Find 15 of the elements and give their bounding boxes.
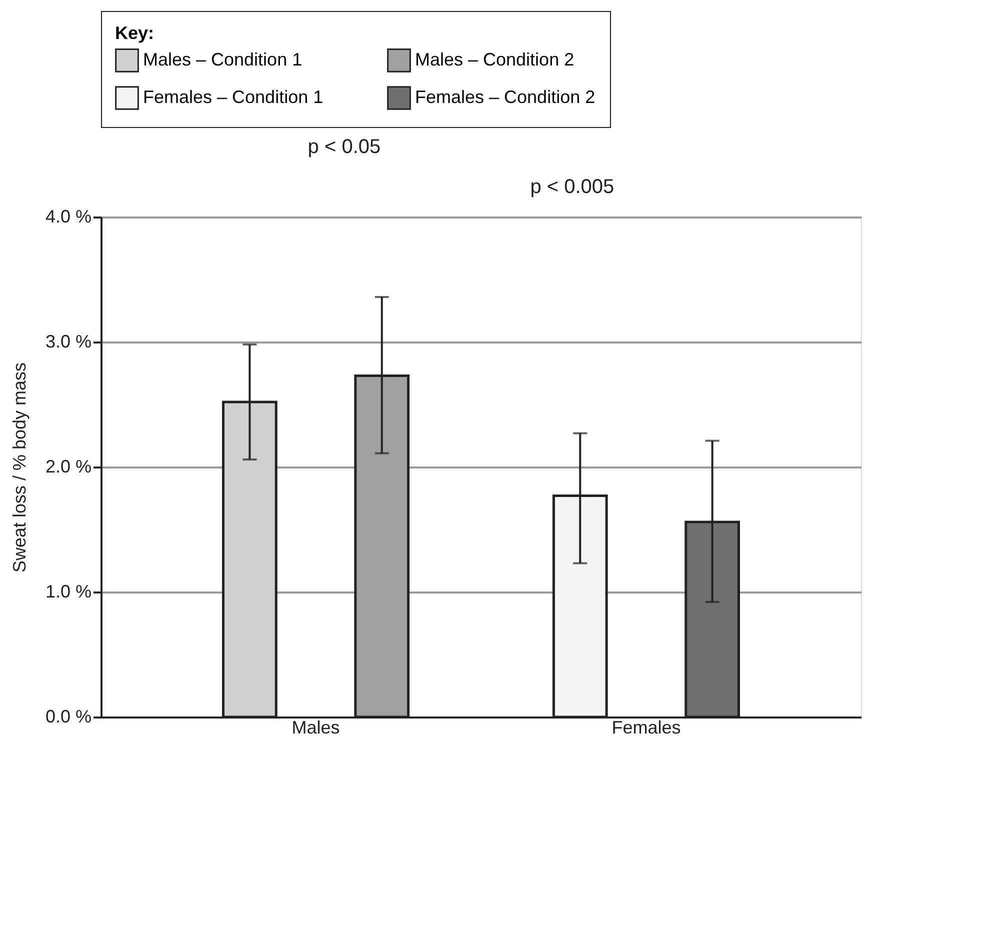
legend-label: Males – Condition 2 — [415, 49, 574, 70]
text: p < 0.05 — [308, 136, 381, 158]
text: p < 0.005 — [530, 176, 614, 198]
y-tick-label: 2.0 % — [45, 456, 92, 476]
y-tick-label: 4.0 % — [45, 206, 92, 226]
y-axis-title: Sweat loss / % body mass — [9, 362, 30, 573]
x-tick-label: Females — [612, 718, 681, 738]
x-tick-label: Males — [292, 718, 340, 738]
y-tick-label: 3.0 % — [45, 332, 92, 352]
legend-label: Females – Condition 2 — [415, 87, 596, 107]
y-tick-label: 0.0 % — [45, 706, 92, 726]
legend-label: Males – Condition 1 — [143, 49, 302, 70]
y-tick-label: 1.0 % — [45, 582, 92, 602]
legend-label: Females – Condition 1 — [143, 87, 324, 107]
legend-title: Key: — [115, 23, 154, 43]
